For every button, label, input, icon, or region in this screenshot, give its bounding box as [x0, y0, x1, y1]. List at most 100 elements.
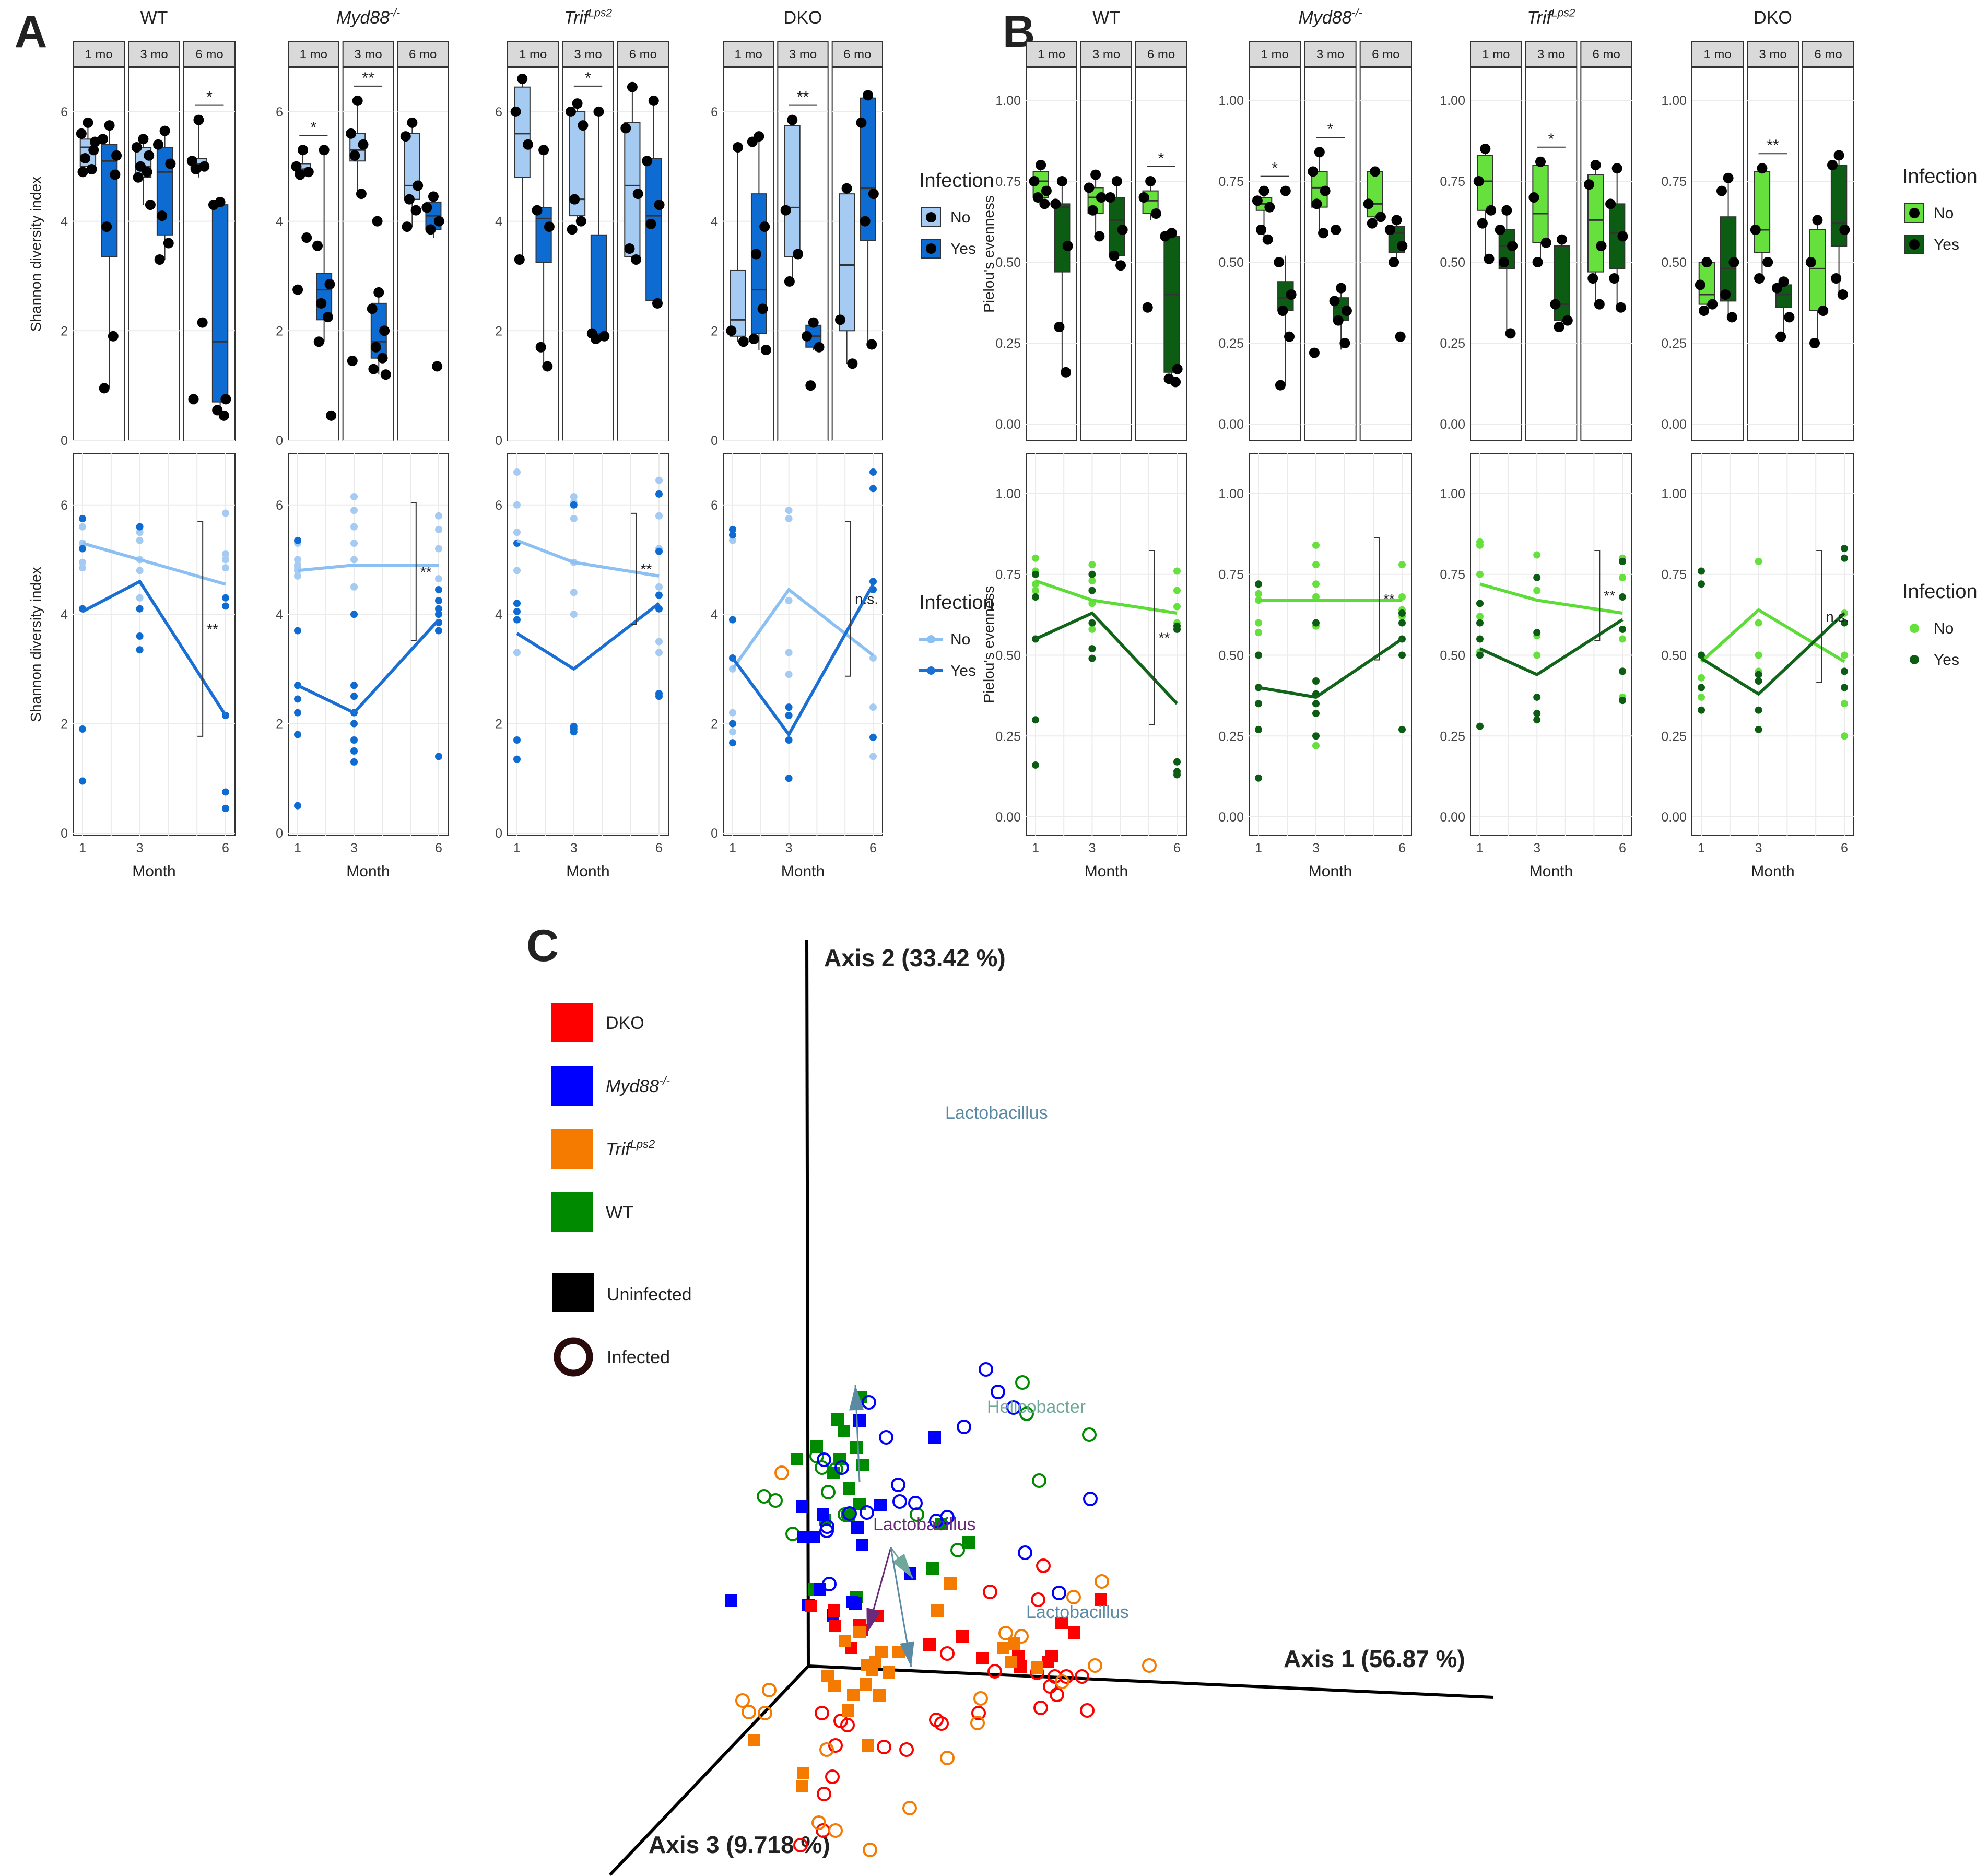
data-point — [197, 317, 208, 328]
data-point — [1716, 185, 1727, 196]
point-yes — [222, 594, 229, 602]
data-point — [760, 344, 771, 355]
subpanel-month: 6 mo * — [183, 41, 236, 441]
plot-area — [1249, 453, 1412, 836]
x-axis-label: Month — [566, 863, 609, 880]
point-no — [1312, 541, 1320, 549]
point-no — [1173, 587, 1181, 594]
strip — [288, 41, 339, 67]
point-yes — [1619, 697, 1626, 705]
y-tick-label: 1.00 — [1218, 487, 1244, 501]
point-no — [222, 556, 229, 564]
data-point — [1723, 172, 1734, 183]
point-yes — [1755, 725, 1762, 733]
subpanel-month: 6 mo — [1580, 41, 1632, 441]
point-no — [1088, 577, 1096, 585]
data-point — [432, 361, 443, 372]
x-tick-label: 6 — [1173, 841, 1181, 855]
point-infected-DKO — [971, 1706, 986, 1720]
point-yes — [1841, 554, 1848, 562]
point-no — [570, 611, 578, 618]
y-tick-label: 0.00 — [1440, 417, 1465, 432]
point-no — [79, 564, 86, 572]
data-point — [1032, 192, 1043, 203]
data-point — [591, 334, 602, 345]
data-point — [1771, 283, 1782, 294]
strip — [562, 41, 614, 67]
point-infected-Trif — [1014, 1629, 1029, 1644]
mean-line-yes — [1258, 638, 1403, 699]
facet-Myd88: 0.00 0.25 0.50 0.75 1.00 1 3 6 ** Month — [1218, 453, 1412, 880]
x-tick-label: 6 — [1619, 841, 1626, 855]
point-uninfected-Myd88 — [851, 1521, 864, 1534]
point-no — [1312, 580, 1320, 588]
point-uninfected-DKO — [1055, 1617, 1068, 1629]
legend-dot — [926, 243, 936, 254]
point-uninfected-DKO — [1045, 1650, 1058, 1662]
legend-label: Yes — [1934, 651, 1959, 669]
strip — [507, 41, 559, 67]
data-point — [1150, 208, 1161, 219]
facet-WT: 0.00 0.25 0.50 0.75 1.00 1 3 6 ** Month — [995, 453, 1187, 880]
point-no — [1533, 587, 1541, 594]
point-infected-DKO — [983, 1585, 997, 1599]
point-yes — [79, 725, 86, 733]
data-point — [757, 303, 768, 314]
point-yes — [1312, 619, 1320, 627]
point-infected-Trif — [1095, 1574, 1109, 1589]
point-uninfected-Myd88 — [874, 1499, 887, 1511]
point-uninfected-DKO — [956, 1630, 969, 1643]
significance-label: n.s. — [855, 591, 878, 607]
point-no — [1312, 742, 1320, 749]
data-point — [1837, 289, 1848, 300]
arrow-label: Lactobacillus — [1026, 1602, 1129, 1622]
data-point — [1757, 163, 1768, 174]
data-point — [1041, 185, 1052, 196]
data-point — [808, 317, 819, 328]
data-point — [780, 205, 791, 216]
significance-bracket — [631, 512, 637, 625]
data-point — [1805, 257, 1816, 267]
x-tick-label: 3 — [1088, 841, 1096, 855]
point-uninfected-DKO — [976, 1652, 989, 1664]
point-infected-Myd88 — [842, 1506, 857, 1521]
legend-swatch-Trif — [551, 1129, 593, 1169]
data-point — [77, 167, 88, 178]
data-point — [428, 191, 439, 202]
x-tick-label: 6 — [222, 841, 229, 855]
data-point — [784, 276, 795, 287]
strip — [342, 41, 394, 67]
data-point — [759, 221, 770, 232]
data-point — [841, 183, 852, 194]
point-no — [1755, 557, 1762, 565]
legend-label-DKO: DKO — [606, 1013, 644, 1033]
point-yes — [1841, 667, 1848, 675]
data-point — [1142, 302, 1153, 313]
legend-dot — [1910, 624, 1919, 633]
point-yes — [869, 578, 877, 585]
point-infected-Myd88 — [1052, 1586, 1066, 1600]
point-infected-Trif — [811, 1815, 826, 1830]
data-point — [1339, 338, 1350, 348]
mean-line-no — [516, 539, 660, 578]
significance-label: ** — [797, 89, 809, 106]
data-point — [1314, 147, 1325, 158]
y-tick-label: 0.25 — [1218, 729, 1244, 744]
legend-dot — [1909, 208, 1920, 218]
y-tick-label: 0.50 — [1661, 255, 1687, 270]
legend-title: Infection — [1902, 581, 1978, 603]
significance-label: ** — [420, 564, 432, 580]
data-point — [1728, 257, 1739, 267]
data-point — [421, 202, 432, 213]
point-no — [222, 550, 229, 558]
subpanel-month: 6 mo — [1802, 41, 1854, 441]
point-no — [1755, 651, 1762, 659]
data-point — [642, 156, 653, 167]
data-point — [1308, 166, 1319, 177]
x-tick-label: 6 — [435, 841, 442, 855]
y-tick-label: 0.25 — [1440, 729, 1465, 744]
y-tick-label: 6 — [495, 105, 502, 120]
point-yes — [729, 720, 736, 728]
box-yes — [211, 204, 229, 403]
subpanel-month: 1 mo * — [1249, 41, 1301, 441]
